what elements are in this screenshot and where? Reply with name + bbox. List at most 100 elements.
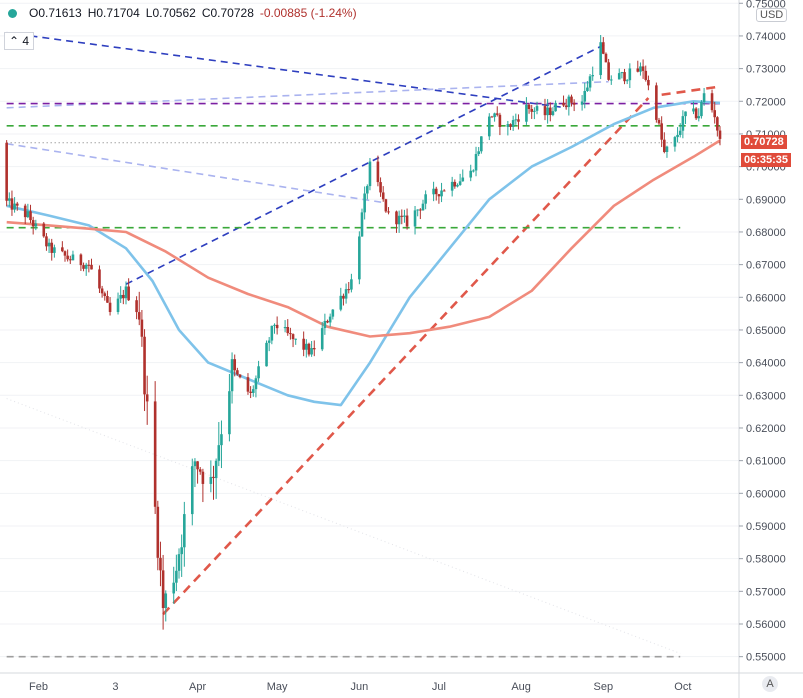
candle-body: [342, 295, 345, 299]
y-tick-label: 0.72000: [746, 96, 786, 108]
price-axis[interactable]: 0.750000.740000.730000.720000.710000.700…: [739, 0, 786, 664]
currency-label[interactable]: USD: [756, 8, 788, 22]
candle-body: [344, 289, 348, 299]
candle-body: [716, 117, 719, 131]
y-tick-label: 0.75000: [746, 0, 786, 10]
candle-body: [692, 108, 695, 112]
candle-body: [490, 116, 494, 118]
candle-body: [360, 212, 364, 237]
candle-body: [153, 401, 157, 507]
candle-body: [228, 391, 231, 435]
candle-body: [474, 154, 478, 171]
candle-body: [591, 75, 595, 77]
y-tick-label: 0.62000: [746, 423, 786, 435]
candle-body: [31, 220, 35, 227]
candle-body: [175, 570, 178, 583]
candle-body: [34, 223, 38, 227]
candle-body: [326, 320, 329, 323]
trend-line: [661, 85, 721, 97]
candle-body: [217, 445, 221, 461]
y-tick-label: 0.58000: [746, 554, 786, 566]
candle-body: [665, 146, 669, 152]
y-tick-label: 0.73000: [746, 64, 786, 76]
candle-body: [50, 242, 54, 253]
candle-body: [506, 124, 510, 127]
candle-body: [684, 111, 687, 117]
y-tick-label: 0.74000: [746, 31, 786, 43]
candle-body: [82, 265, 85, 269]
candle-body: [527, 104, 531, 109]
open-value: O0.71613: [29, 6, 82, 20]
candle-body: [71, 254, 75, 261]
candle-body: [63, 251, 67, 256]
candle-body: [366, 186, 369, 194]
candle-body: [381, 192, 385, 200]
candle-body: [289, 333, 292, 335]
candle-body: [570, 96, 573, 103]
candle-body: [212, 476, 215, 479]
candle-body: [625, 80, 629, 82]
candle-body: [291, 334, 295, 340]
candle-body: [609, 79, 613, 81]
candle-body: [588, 76, 592, 88]
auto-scale-button[interactable]: A: [762, 676, 778, 692]
y-tick-label: 0.57000: [746, 586, 786, 598]
candle-body: [310, 348, 313, 355]
last-price-tag: 0.70728: [741, 134, 787, 149]
candle-body: [145, 394, 149, 402]
candle-body: [636, 68, 640, 72]
candle-body: [53, 247, 56, 253]
studies-toggle[interactable]: ⌃ 4: [4, 32, 35, 50]
candle-body: [450, 181, 454, 191]
candle-body: [283, 326, 287, 329]
candle-body: [655, 85, 658, 120]
short-moving-average: [6, 100, 721, 407]
candle-body: [681, 116, 685, 131]
candle-body: [419, 209, 422, 211]
candle-body: [480, 136, 483, 152]
candle-body: [403, 215, 406, 217]
candle-body: [87, 264, 91, 266]
candle-body: [628, 68, 632, 81]
candle-body: [554, 102, 557, 112]
time-axis[interactable]: Feb 3 Apr May Jun Jul Aug Sep Oct: [29, 681, 691, 693]
candle-body: [331, 309, 335, 317]
candle-body: [440, 190, 443, 197]
candle-body: [718, 130, 722, 139]
candle-body: [302, 338, 305, 350]
candle-body: [273, 324, 276, 326]
candle-body: [135, 300, 138, 313]
trend-line: [125, 41, 609, 285]
candle-body: [376, 161, 380, 183]
candle-body: [607, 62, 610, 80]
candle-body: [551, 111, 555, 116]
candle-body: [620, 72, 624, 74]
candle-body: [347, 289, 351, 291]
long-moving-average: [6, 139, 721, 338]
x-tick-label: Apr: [189, 681, 206, 693]
candle-body: [307, 343, 311, 355]
x-tick-label: Feb: [29, 681, 48, 693]
candle-body: [122, 294, 125, 299]
candle-body: [47, 242, 51, 247]
candle-body: [156, 506, 160, 558]
candle-body: [238, 374, 242, 378]
candle-body: [535, 106, 539, 111]
candle-body: [379, 182, 382, 193]
candle-body: [543, 106, 547, 116]
candle-body: [100, 288, 104, 294]
candle-body: [140, 319, 144, 337]
candle-body: [29, 211, 32, 221]
candle-body: [416, 209, 419, 211]
y-tick-label: 0.68000: [746, 227, 786, 239]
candle-body: [305, 343, 308, 350]
candle-body: [108, 302, 112, 312]
y-tick-label: 0.69000: [746, 194, 786, 206]
trend-line: [6, 142, 384, 204]
candle-body: [312, 348, 316, 350]
candle-body: [350, 279, 353, 290]
candle-body: [15, 203, 19, 206]
candle-body: [275, 324, 279, 329]
candle-body: [437, 194, 441, 197]
